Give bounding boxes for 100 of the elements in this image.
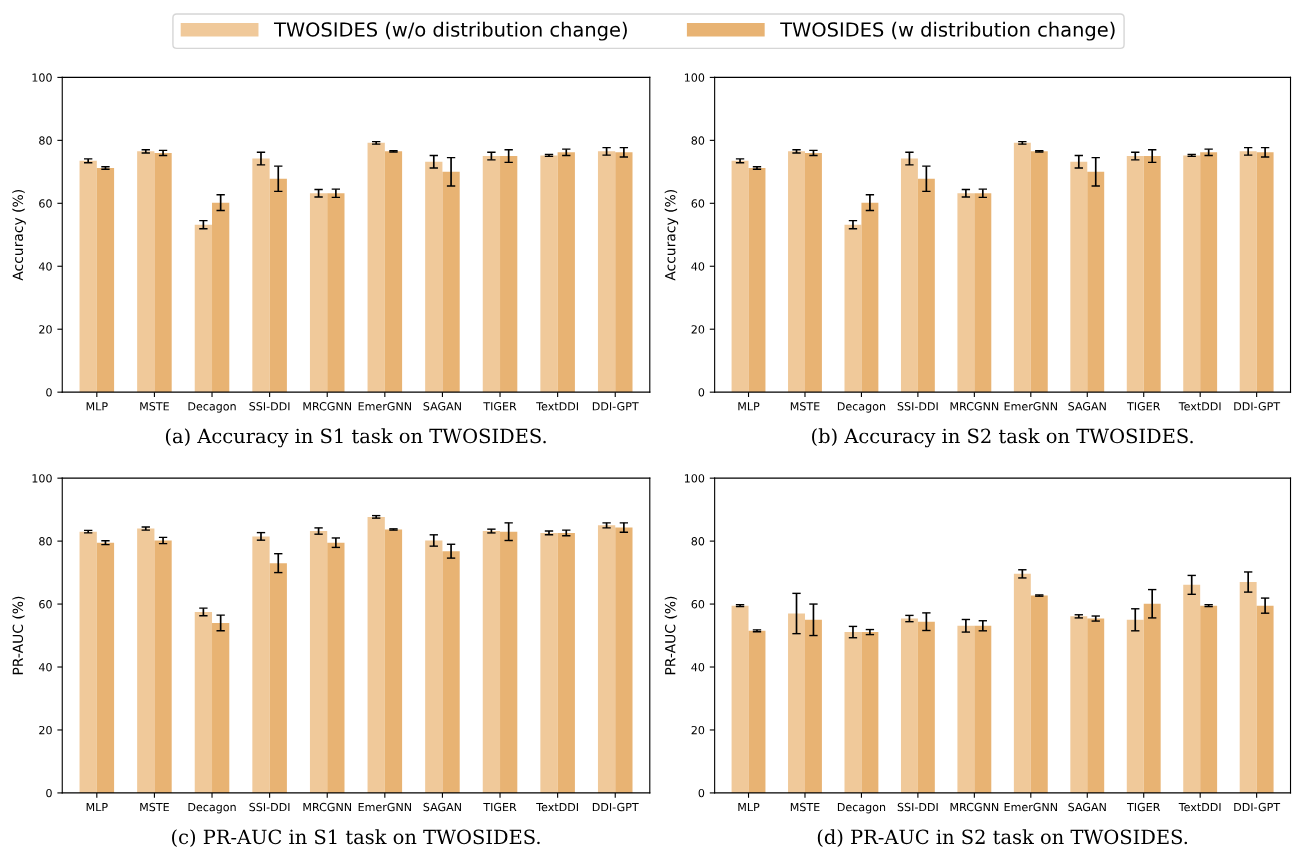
- bar: [748, 168, 766, 393]
- x-tick-label: Decagon: [188, 802, 236, 814]
- y-tick-label: 0: [46, 788, 52, 798]
- x-tick-label: MRCGNN: [950, 402, 999, 411]
- bar: [327, 193, 345, 393]
- y-tick-label: 20: [39, 725, 52, 735]
- y-tick-label: 20: [691, 325, 705, 334]
- bar: [957, 193, 975, 393]
- x-tick-label: SAGAN: [423, 402, 461, 411]
- bar: [1183, 155, 1201, 393]
- bar: [79, 531, 97, 793]
- bar: [1183, 584, 1201, 793]
- x-tick-label: MLP: [86, 402, 108, 411]
- x-tick-label: Decagon: [837, 402, 886, 413]
- bar: [154, 540, 172, 793]
- x-tick-label: EmerGNN: [1004, 402, 1057, 411]
- bar: [1030, 151, 1048, 393]
- bar: [1256, 605, 1274, 793]
- bar: [1070, 616, 1088, 793]
- x-tick-label: Decagon: [837, 802, 886, 814]
- x-tick-label: MLP: [738, 402, 760, 411]
- bar: [79, 160, 97, 393]
- x-tick-label: TIGER: [1126, 402, 1161, 411]
- x-tick-label: DDI-GPT: [1234, 402, 1281, 411]
- bar: [1013, 573, 1031, 793]
- bar: [844, 224, 862, 393]
- bar: [615, 152, 633, 393]
- bar: [154, 152, 172, 393]
- y-tick-label: 80: [39, 136, 52, 145]
- x-tick-label: MSTE: [790, 802, 820, 812]
- x-tick-label: MLP: [86, 802, 108, 812]
- x-tick-label: MRCGNN: [303, 802, 351, 812]
- y-tick-label: 40: [38, 262, 52, 271]
- bar: [900, 158, 918, 393]
- x-tick-label: EmerGNN: [358, 402, 411, 411]
- bar: [425, 540, 443, 793]
- bar: [500, 531, 518, 793]
- y-tick-label: 40: [691, 262, 705, 271]
- bar: [367, 516, 385, 793]
- bar: [500, 156, 518, 393]
- bar: [212, 622, 230, 793]
- bar: [367, 142, 385, 393]
- x-tick-label: TextDDI: [536, 802, 578, 812]
- y-tick-label: 80: [691, 136, 705, 145]
- y-tick-label: 80: [39, 537, 52, 546]
- y-tick-label: 60: [691, 600, 705, 609]
- bar: [327, 542, 345, 793]
- bar: [96, 542, 115, 793]
- bar: [137, 151, 155, 393]
- bar: [384, 151, 403, 393]
- bar: [1256, 152, 1274, 393]
- text: (c) PR-AUC in S1 task on TWOSIDES.: [172, 829, 540, 847]
- bar: [1143, 603, 1161, 793]
- bar: [442, 551, 460, 793]
- bar: [557, 152, 575, 393]
- y-axis-title: Accuracy (%): [12, 190, 26, 281]
- x-tick-label: SAGAN: [423, 802, 461, 812]
- bar: [557, 532, 575, 793]
- bar: [252, 158, 270, 393]
- bar: [540, 155, 558, 393]
- legend-label: TWOSIDES (w/o distribution change): [273, 21, 627, 41]
- text: (d) PR-AUC in S2 task on TWOSIDES.: [817, 829, 1188, 847]
- bar: [252, 536, 270, 793]
- bar: [384, 529, 403, 793]
- x-tick-label: DDI-GPT: [1234, 802, 1281, 812]
- y-tick-label: 40: [38, 662, 52, 672]
- bar: [788, 151, 805, 393]
- bar: [1239, 582, 1257, 793]
- x-tick-label: SAGAN: [1068, 402, 1106, 411]
- bar: [861, 202, 879, 393]
- x-tick-label: EmerGNN: [1004, 802, 1057, 812]
- y-axis-title: Accuracy (%): [664, 190, 679, 281]
- x-tick-label: SAGAN: [1068, 802, 1106, 812]
- bar: [917, 178, 935, 393]
- bar: [482, 156, 501, 393]
- y-tick-label: 100: [32, 73, 52, 82]
- bar: [442, 171, 460, 393]
- x-tick-label: MLP: [738, 802, 760, 812]
- bar: [597, 525, 616, 793]
- y-axis-title: PR-AUC (%): [664, 596, 678, 675]
- bar: [212, 202, 230, 393]
- y-tick-label: 100: [684, 474, 705, 483]
- x-tick-label: DDI-GPT: [592, 402, 639, 411]
- bar: [748, 630, 766, 793]
- y-tick-label: 60: [691, 199, 705, 208]
- x-tick-label: MRCGNN: [303, 402, 351, 411]
- bar: [1200, 605, 1218, 793]
- x-tick-label: MRCGNN: [950, 802, 999, 812]
- x-tick-label: TextDDI: [1178, 802, 1221, 812]
- bar: [957, 625, 975, 793]
- bar: [917, 621, 935, 793]
- bar: [1126, 156, 1144, 393]
- x-tick-label: MSTE: [140, 402, 169, 411]
- x-tick-label: MSTE: [140, 802, 169, 812]
- bar: [844, 632, 862, 793]
- x-tick-label: EmerGNN: [358, 802, 411, 812]
- bar: [804, 619, 822, 793]
- y-tick-label: 20: [691, 725, 705, 735]
- y-tick-label: 100: [32, 474, 52, 483]
- y-tick-label: 0: [698, 788, 705, 798]
